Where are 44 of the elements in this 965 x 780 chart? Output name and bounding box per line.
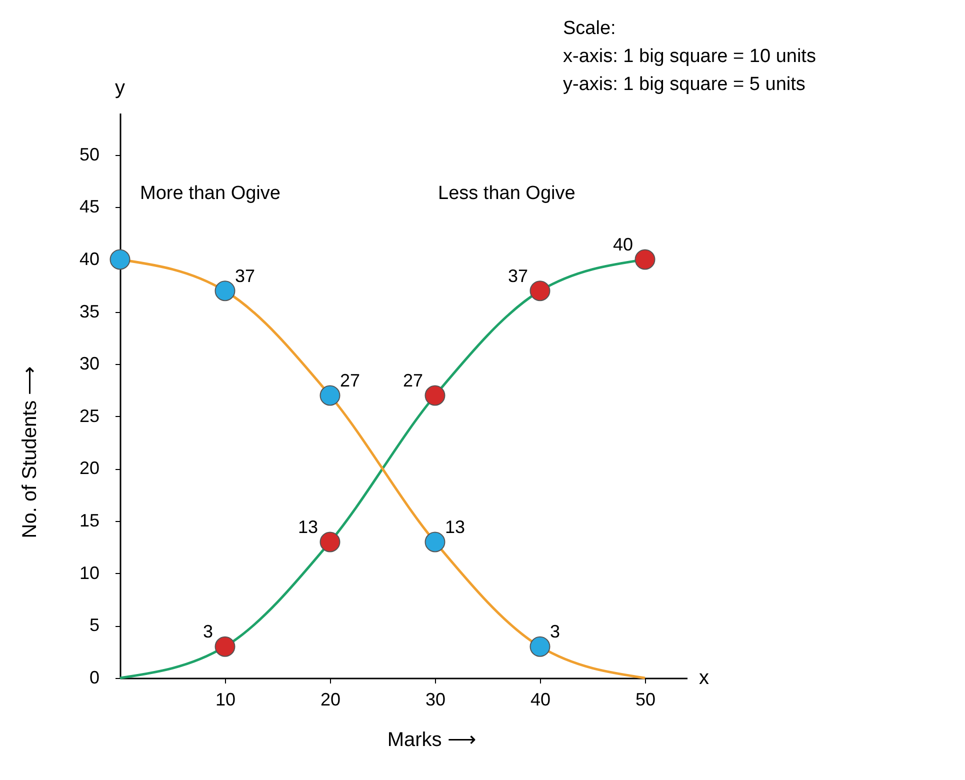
- x-tick-label: 10: [215, 690, 236, 710]
- x-tick-label: 30: [425, 690, 446, 710]
- y-tick-label: 20: [79, 458, 100, 478]
- x-axis-title: Marks ⟶: [387, 729, 476, 751]
- point: [110, 249, 130, 270]
- point: [424, 532, 446, 552]
- y-tick-label: 5: [89, 615, 100, 636]
- x-tick-label: 50: [635, 690, 656, 710]
- point: [530, 280, 550, 302]
- point: [320, 385, 340, 406]
- text: y-axis: 1 big square = 5 units: [563, 74, 806, 95]
- y-tick-label: 15: [79, 510, 100, 531]
- point: [424, 385, 446, 406]
- y-tick-label: 40: [79, 248, 100, 269]
- point: [320, 532, 340, 552]
- annotation: Less than Ogive: [438, 183, 576, 204]
- text: Scale:: [563, 18, 616, 39]
- y-tick-label: 45: [79, 196, 100, 217]
- x-tick-label: 40: [530, 690, 551, 710]
- y-tick-label: 10: [79, 562, 100, 583]
- y-axis-title: No. of Students ⟶: [19, 366, 41, 538]
- text: y: [115, 77, 125, 99]
- text: x-axis: 1 big square = 10 units: [563, 46, 816, 67]
- y-tick-label: 35: [79, 301, 100, 322]
- y-tick-label: 0: [89, 668, 100, 688]
- point: [634, 249, 656, 270]
- point: [214, 636, 236, 657]
- y-tick-label: 25: [79, 406, 100, 426]
- data-label: 27: [402, 370, 423, 390]
- y-tick-label: 30: [79, 354, 100, 374]
- data-label: 3: [550, 622, 560, 642]
- y-tick-label: 50: [79, 144, 100, 164]
- data-label: 3: [202, 622, 213, 642]
- x-tick-label: 20: [320, 690, 341, 710]
- data-label: 37: [508, 266, 528, 286]
- point: [214, 280, 236, 302]
- data-label: 40: [612, 234, 633, 254]
- data-label: 13: [298, 516, 318, 537]
- data-label: 37: [235, 266, 256, 286]
- data-label: 27: [340, 370, 360, 390]
- point: [530, 636, 550, 657]
- text: x: [699, 667, 709, 689]
- annotation: More than Ogive: [140, 183, 280, 204]
- data-label: 13: [445, 516, 466, 537]
